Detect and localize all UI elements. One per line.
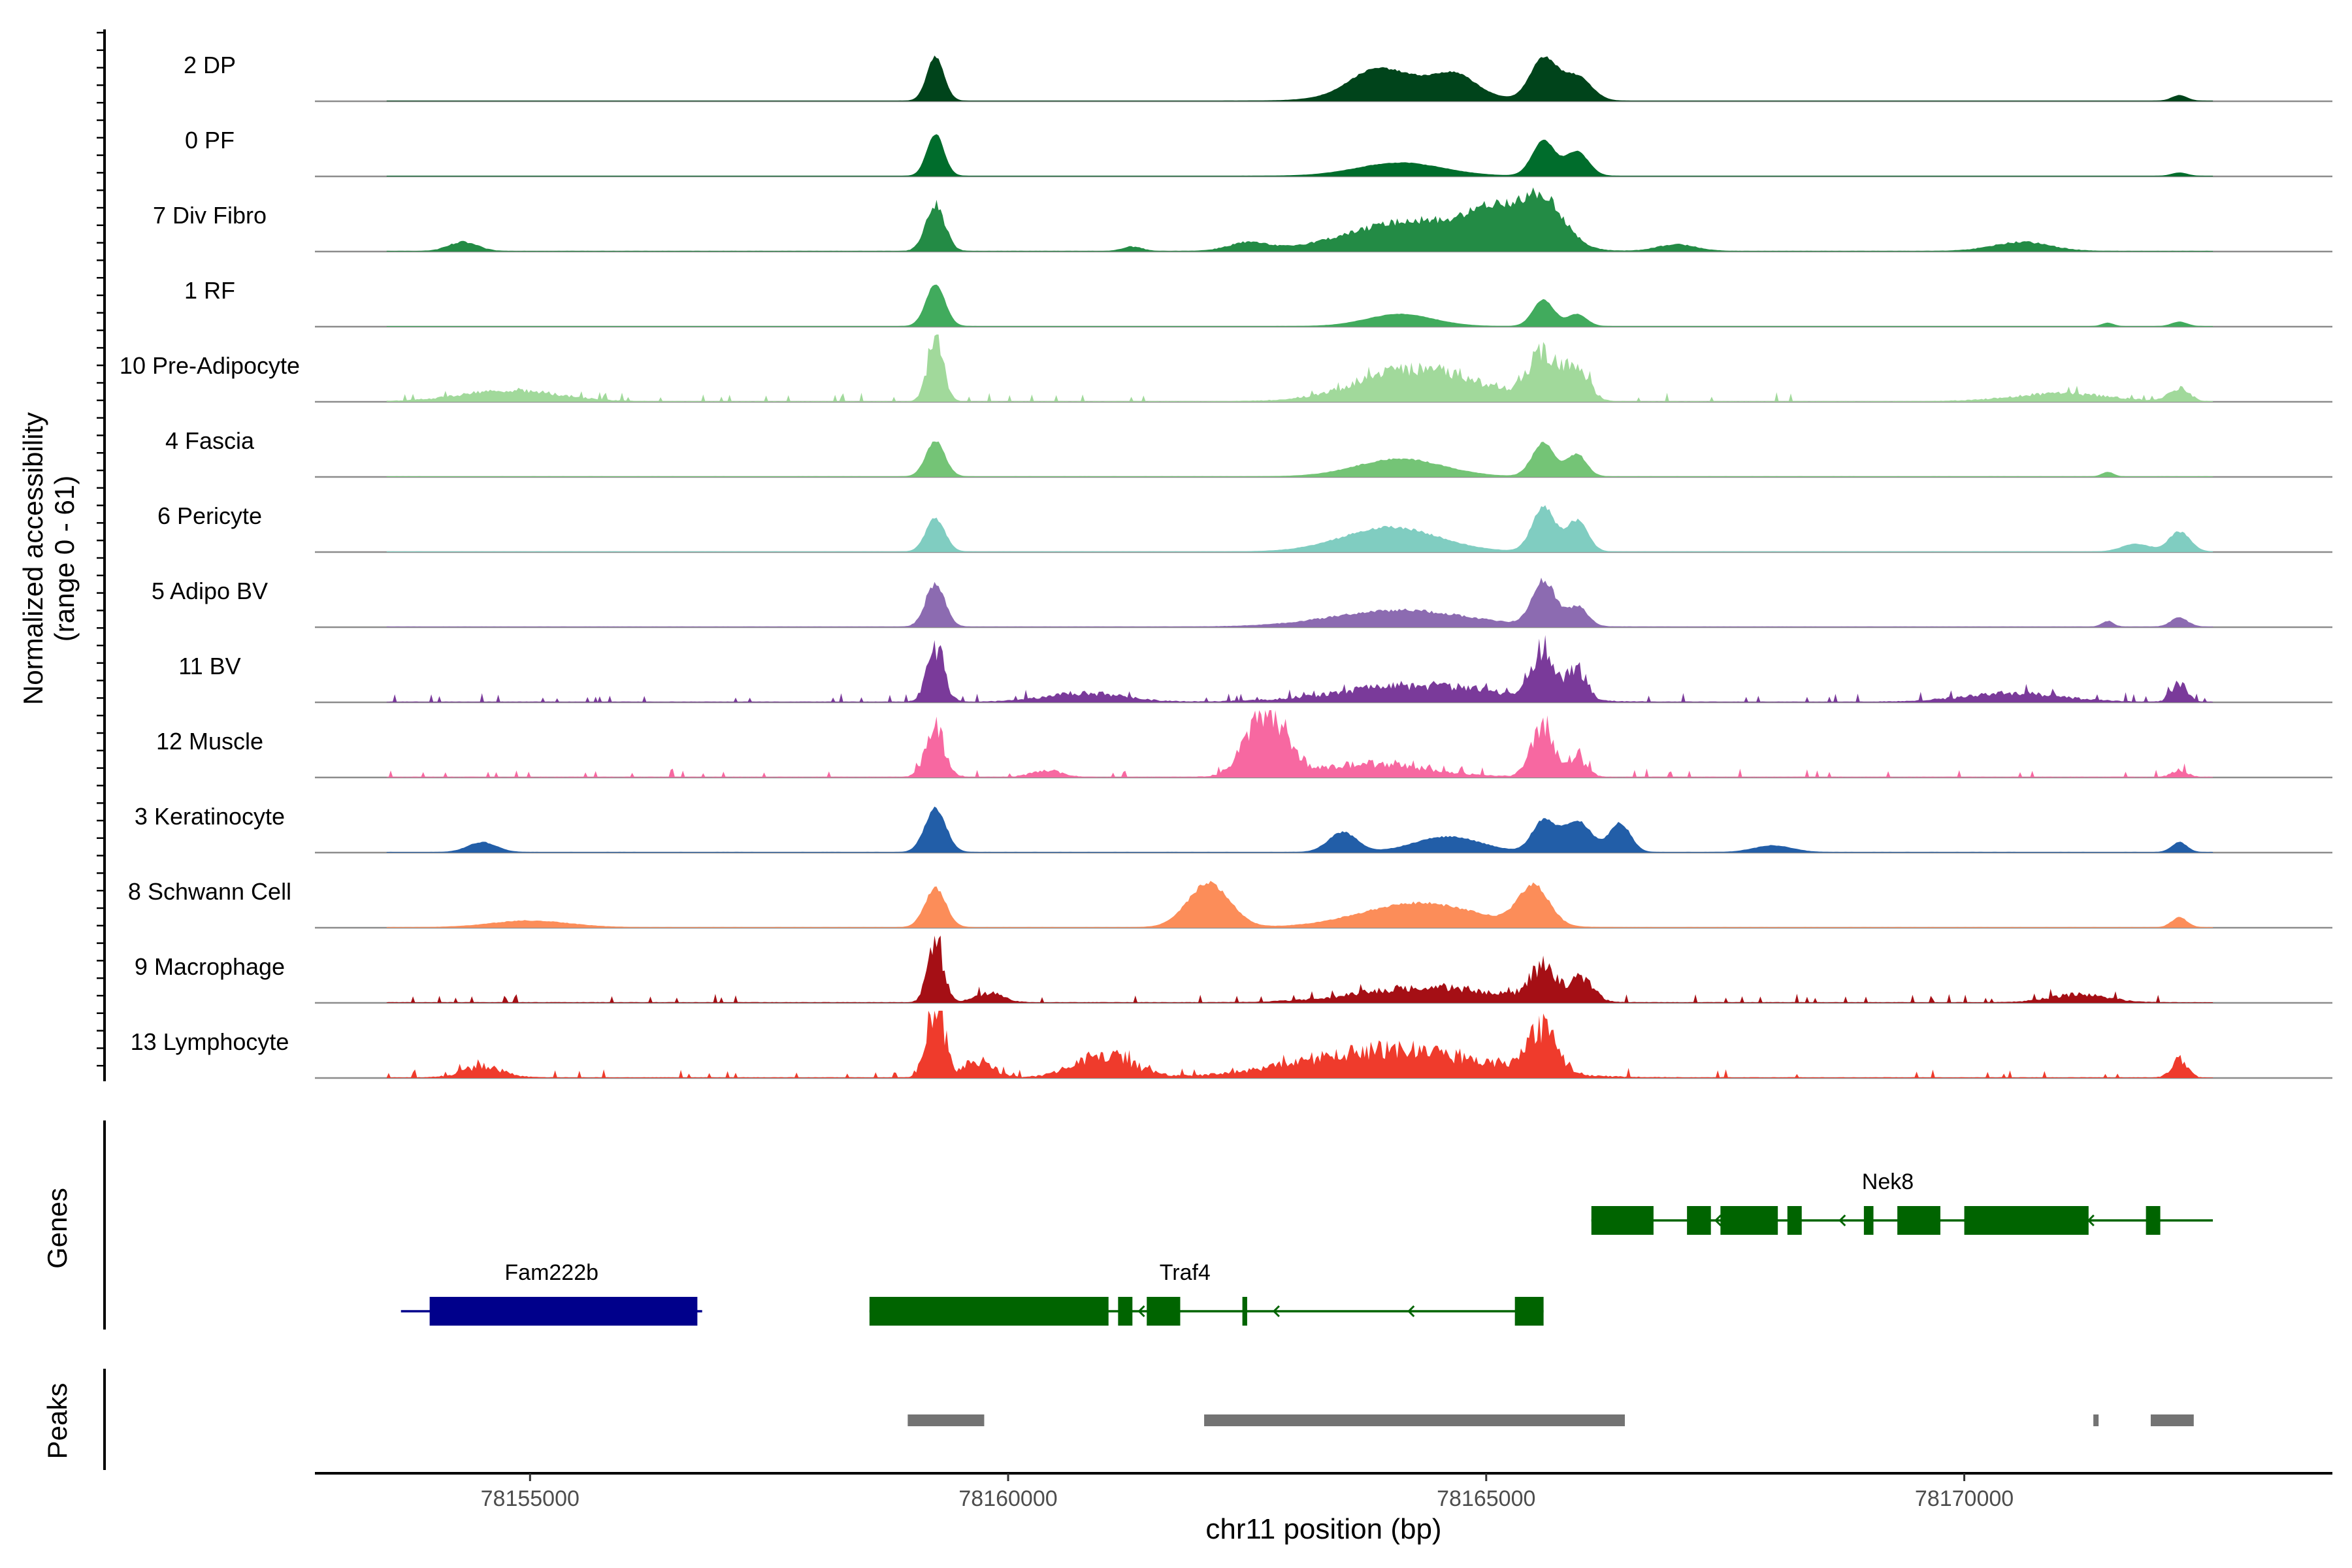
peaks-track-label: Peaks [42, 1383, 73, 1460]
peak-bar [1204, 1414, 1625, 1426]
coverage-y-axis-title: Normalized accessibility (range 0 - 61) [18, 412, 80, 705]
gene-exon [869, 1297, 1109, 1326]
track-11-bv: 11 BV [178, 635, 2332, 704]
x-tick-label: 78165000 [1437, 1486, 1535, 1511]
gene-exon [1514, 1297, 1544, 1326]
coverage-area-7-div-fibro [386, 187, 2213, 252]
track-label: 7 Div Fibro [153, 202, 267, 229]
x-tick-label: 78155000 [481, 1486, 580, 1511]
gene-exon [1720, 1206, 1778, 1235]
coverage-area-10-pre-adipocyte [386, 335, 2213, 402]
track-8-schwann-cell: 8 Schwann Cell [128, 878, 2332, 929]
track-3-keratinocyte: 3 Keratinocyte [135, 803, 2332, 854]
track-6-pericyte: 6 Pericyte [157, 502, 2332, 553]
strand-arrow [1714, 1214, 1722, 1227]
coverage-area-3-keratinocyte [386, 806, 2213, 853]
gene-exon [1591, 1206, 1654, 1235]
gene-exon [1863, 1206, 1874, 1235]
gene-exon [1147, 1297, 1181, 1326]
track-label: 4 Fascia [165, 427, 255, 454]
coverage-area-11-bv [386, 635, 2213, 702]
gene-exon [429, 1297, 698, 1326]
peaks-track [907, 1414, 2194, 1426]
x-axis-title: chr11 position (bp) [1205, 1513, 1441, 1545]
x-tick-label: 78170000 [1915, 1486, 2014, 1511]
peak-bar [907, 1414, 985, 1426]
track-label: 8 Schwann Cell [128, 878, 291, 905]
peak-bar [2093, 1414, 2099, 1426]
strand-arrow [1407, 1305, 1415, 1318]
track-label: 11 BV [178, 653, 240, 679]
coverage-area-6-pericyte [386, 505, 2213, 552]
y-axis-title-line1: Normalized accessibility [18, 412, 48, 705]
track-10-pre-adipocyte: 10 Pre-Adipocyte [120, 335, 2332, 403]
track-label: 0 PF [185, 127, 235, 154]
track-1-rf: 1 RF [184, 277, 2332, 328]
track-label: 1 RF [184, 277, 235, 304]
gene-exon [1964, 1206, 2089, 1235]
x-axis-ticks: 78155000 78160000 78165000 78170000 [481, 1473, 2014, 1511]
track-label: 12 Muscle [156, 728, 263, 755]
x-tick-label: 78160000 [958, 1486, 1057, 1511]
gene-label: Traf4 [1160, 1260, 1211, 1285]
track-label: 2 DP [184, 52, 236, 78]
coverage-tracks: 2 DP 0 PF 7 Div Fibro 1 RF 10 Pre-Adipocyte 4… [120, 52, 2332, 1079]
coverage-area-13-lymphocyte [386, 1011, 2213, 1078]
track-2-dp: 2 DP [184, 52, 2332, 103]
coverage-area-2-dp [386, 56, 2213, 101]
strand-arrow [1838, 1214, 1846, 1227]
track-4-fascia: 4 Fascia [165, 427, 2332, 478]
gene-exon [1118, 1297, 1133, 1326]
track-label: 9 Macrophage [135, 953, 285, 980]
gene-nek8: Nek8 [1591, 1169, 2213, 1235]
coverage-area-5-adipo-bv [386, 578, 2213, 627]
track-7-div-fibro: 7 Div Fibro [153, 187, 2332, 253]
track-5-adipo-bv: 5 Adipo BV [152, 578, 2332, 629]
gene-exon [1897, 1206, 1940, 1235]
track-0-pf: 0 PF [185, 127, 2332, 178]
track-13-lymphocyte: 13 Lymphocyte [131, 1011, 2332, 1079]
gene-exon [1787, 1206, 1802, 1235]
track-12-muscle: 12 Muscle [156, 710, 2332, 779]
coverage-area-8-schwann-cell [386, 881, 2213, 928]
gene-label: Nek8 [1862, 1169, 1914, 1194]
gene-traf4: Traf4 [869, 1260, 1544, 1326]
coverage-area-0-pf [386, 134, 2213, 176]
strand-arrow [1272, 1305, 1280, 1318]
strand-arrow [1137, 1305, 1145, 1318]
gene-exon [1242, 1297, 1247, 1326]
track-label: 6 Pericyte [157, 502, 262, 529]
peak-bar [2150, 1414, 2194, 1426]
y-axis-title-line2: (range 0 - 61) [49, 476, 80, 642]
gene-exon [2146, 1206, 2161, 1235]
track-label: 10 Pre-Adipocyte [120, 352, 300, 379]
gene-label: Fam222b [504, 1260, 598, 1285]
track-label: 13 Lymphocyte [131, 1028, 289, 1055]
coverage-area-4-fascia [386, 441, 2213, 477]
gene-fam222b: Fam222b [400, 1260, 702, 1326]
gene-exon [1687, 1206, 1711, 1235]
genes-track: Fam222b Traf4 Nek8 [400, 1169, 2213, 1326]
coverage-y-ticks [97, 31, 105, 1067]
track-9-macrophage: 9 Macrophage [135, 936, 2332, 1004]
coverage-area-1-rf [386, 284, 2213, 327]
coverage-area-12-muscle [386, 710, 2213, 777]
genes-track-label: Genes [42, 1188, 73, 1269]
coverage-area-9-macrophage [386, 936, 2213, 1003]
track-label: 3 Keratinocyte [135, 803, 285, 830]
track-label: 5 Adipo BV [152, 578, 268, 604]
